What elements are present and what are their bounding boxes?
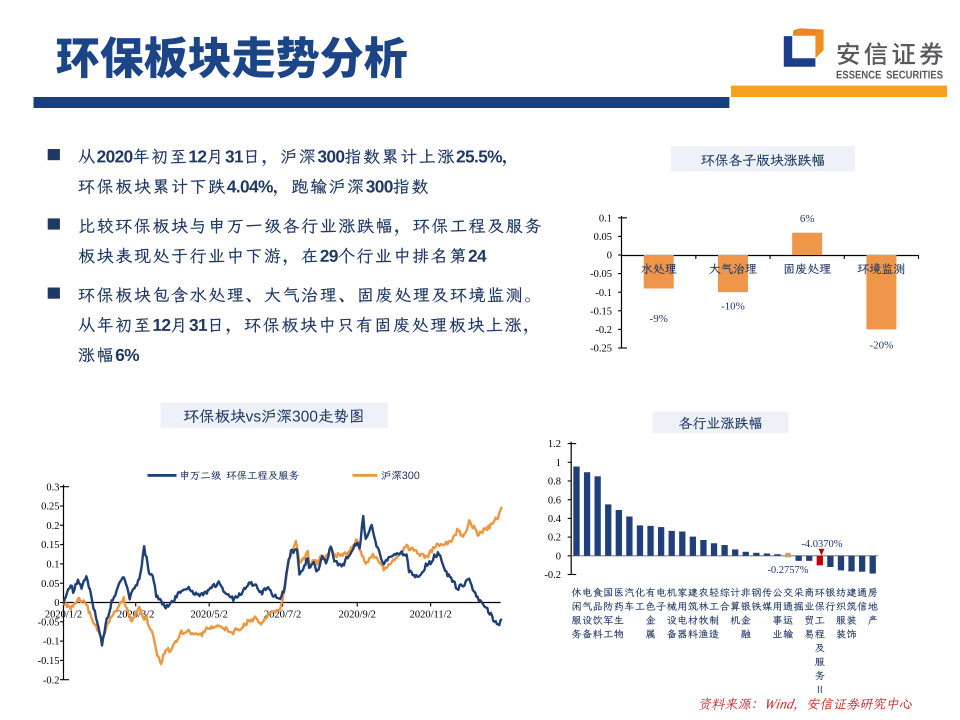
svg-text:-9%: -9% [650, 313, 668, 325]
svg-text:0.05: 0.05 [594, 232, 612, 243]
svg-text:0: 0 [556, 551, 561, 562]
svg-text:-0.2: -0.2 [43, 675, 60, 686]
svg-text:-10%: -10% [721, 301, 745, 313]
svg-text:0.4: 0.4 [548, 514, 562, 525]
svg-text:0.05: 0.05 [41, 579, 59, 590]
svg-text:6%: 6% [800, 213, 815, 225]
svg-text:0: 0 [54, 598, 59, 609]
svg-text:-0.2: -0.2 [544, 570, 561, 581]
svg-text:0.25: 0.25 [41, 502, 59, 513]
svg-text:0: 0 [607, 251, 612, 262]
svg-text:0.6: 0.6 [548, 495, 561, 506]
svg-text:-0.05: -0.05 [590, 269, 612, 280]
svg-text:2020/11/2: 2020/11/2 [410, 610, 452, 621]
svg-text:-0.1: -0.1 [595, 288, 612, 299]
svg-text:-0.2757%: -0.2757% [767, 565, 808, 576]
svg-text:0.15: 0.15 [41, 540, 59, 551]
svg-text:0.3: 0.3 [46, 482, 59, 493]
svg-text:-0.25: -0.25 [590, 344, 612, 355]
svg-text:2020/1/2: 2020/1/2 [45, 610, 82, 621]
svg-text:0.1: 0.1 [46, 560, 59, 571]
svg-text:-4.0370%: -4.0370% [801, 539, 842, 550]
svg-text:-0.05: -0.05 [38, 617, 60, 628]
svg-text:-0.1: -0.1 [43, 637, 60, 648]
svg-text:-20%: -20% [869, 340, 893, 352]
svg-text:0.8: 0.8 [548, 477, 561, 488]
svg-text:1.2: 1.2 [548, 439, 561, 450]
svg-text:0.2: 0.2 [548, 533, 561, 544]
svg-text:2020/5/2: 2020/5/2 [190, 610, 227, 621]
svg-text:-0.2: -0.2 [595, 325, 612, 336]
svg-text:1: 1 [556, 458, 561, 469]
svg-text:0.1: 0.1 [599, 213, 612, 224]
svg-text:-0.15: -0.15 [590, 306, 612, 317]
svg-text:-0.15: -0.15 [38, 656, 60, 667]
svg-text:2020/9/2: 2020/9/2 [339, 610, 376, 621]
svg-text:2020/7/2: 2020/7/2 [264, 610, 301, 621]
svg-text:0.2: 0.2 [46, 521, 59, 532]
